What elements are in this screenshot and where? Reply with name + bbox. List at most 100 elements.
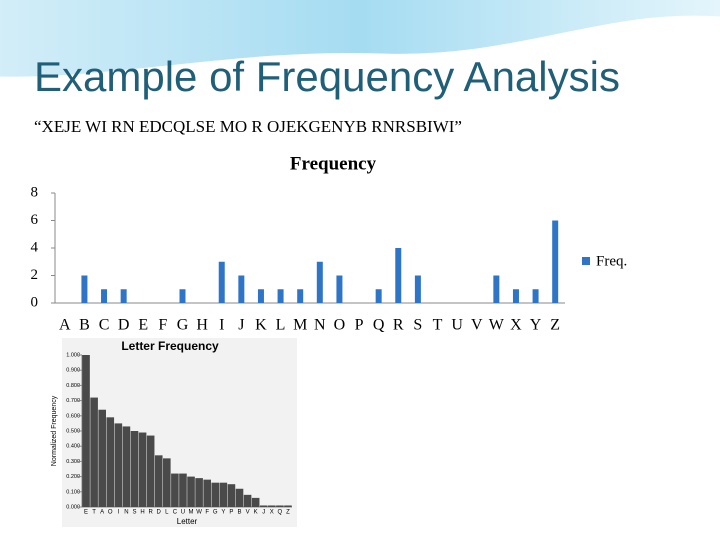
bar xyxy=(257,289,264,303)
bar xyxy=(114,423,123,507)
bar xyxy=(259,505,268,507)
bar xyxy=(276,505,284,507)
slide-text: “XEJE WI RN EDCQLSE MO R OJEKGENYB RNRSB… xyxy=(34,117,462,136)
y-tick-label: 0.800 xyxy=(66,383,80,389)
bar xyxy=(120,289,127,303)
x-tick-label: M xyxy=(293,317,307,334)
x-tick-label: V xyxy=(471,317,483,334)
bar xyxy=(532,289,539,303)
x-tick-label: Z xyxy=(286,510,290,516)
chart-title: Frequency xyxy=(290,153,377,174)
x-tick-label: I xyxy=(219,317,224,334)
legend-swatch xyxy=(582,257,590,265)
bar xyxy=(171,473,179,507)
x-tick-label: O xyxy=(108,510,113,516)
x-tick-label: A xyxy=(100,510,104,516)
x-tick-label: J xyxy=(262,510,265,516)
x-tick-label: I xyxy=(118,510,120,516)
x-tick-label: Y xyxy=(221,510,225,516)
y-tick-label: 0.900 xyxy=(66,368,80,374)
x-tick-label: D xyxy=(118,317,130,334)
y-axis-title: Normalized Frequency xyxy=(51,395,58,466)
header-wave xyxy=(0,0,720,79)
bar xyxy=(154,455,163,507)
x-axis-title: Letter xyxy=(177,517,198,526)
bar xyxy=(195,478,203,507)
bar xyxy=(101,289,108,303)
bar xyxy=(414,275,421,303)
bar xyxy=(138,432,147,507)
bar xyxy=(268,505,276,507)
x-tick-label: P xyxy=(229,510,233,516)
x-tick-label: P xyxy=(355,317,364,334)
x-tick-label: L xyxy=(276,317,286,334)
x-tick-label: H xyxy=(140,510,144,516)
x-tick-label: V xyxy=(246,510,250,516)
y-tick-label: 0.000 xyxy=(66,504,80,510)
bar xyxy=(316,261,323,303)
bar xyxy=(395,248,402,303)
y-tick-label: 6 xyxy=(31,212,39,228)
x-tick-label: U xyxy=(181,510,185,516)
y-tick-label: 4 xyxy=(31,239,39,255)
bar xyxy=(203,479,211,507)
bar xyxy=(219,482,228,507)
bar xyxy=(235,488,244,507)
y-tick-label: 0.100 xyxy=(66,489,80,495)
x-tick-label: Q xyxy=(278,510,283,516)
bar xyxy=(375,289,382,303)
x-tick-label: X xyxy=(270,510,274,516)
bar xyxy=(238,275,245,303)
y-tick-label: 0.600 xyxy=(66,413,80,419)
x-tick-label: X xyxy=(510,317,522,334)
x-tick-label: U xyxy=(451,317,463,334)
x-tick-label: B xyxy=(237,510,241,516)
x-tick-label: Z xyxy=(550,317,560,334)
bar xyxy=(277,289,284,303)
x-tick-label: C xyxy=(173,510,178,516)
bar xyxy=(146,435,155,507)
x-tick-label: K xyxy=(254,510,258,516)
bar xyxy=(218,261,225,303)
x-tick-label: R xyxy=(148,510,153,516)
bar xyxy=(106,417,115,507)
bar xyxy=(227,484,236,507)
x-tick-label: A xyxy=(59,317,71,334)
bar xyxy=(179,473,187,507)
x-tick-label: M xyxy=(189,510,194,516)
bar xyxy=(179,289,186,303)
y-tick-label: 1.000 xyxy=(66,352,80,358)
x-tick-label: G xyxy=(213,510,218,516)
y-tick-label: 0.500 xyxy=(66,428,80,434)
x-tick-label: S xyxy=(132,510,136,516)
x-tick-label: G xyxy=(177,317,189,334)
y-tick-label: 8 xyxy=(31,184,39,200)
x-tick-label: O xyxy=(334,317,346,334)
bar xyxy=(336,275,343,303)
x-tick-label: F xyxy=(158,317,167,334)
bar xyxy=(251,497,260,507)
x-tick-label: K xyxy=(255,317,267,334)
bar xyxy=(122,426,131,507)
x-tick-label: W xyxy=(489,317,505,334)
legend-label: Freq. xyxy=(596,253,627,269)
x-tick-label: T xyxy=(433,317,443,334)
x-tick-label: H xyxy=(196,317,208,334)
y-tick-label: 0.200 xyxy=(66,474,80,480)
bar xyxy=(187,476,195,507)
bar xyxy=(82,355,90,507)
chart-title: Letter Frequency xyxy=(121,339,219,353)
y-tick-label: 2 xyxy=(31,267,39,283)
y-tick-label: 0.700 xyxy=(66,398,80,404)
x-tick-label: T xyxy=(92,510,96,516)
bar xyxy=(163,458,171,507)
bar xyxy=(552,220,559,303)
x-tick-label: Y xyxy=(530,317,542,334)
x-tick-label: E xyxy=(84,510,88,516)
bar xyxy=(90,397,98,507)
x-tick-label: Q xyxy=(373,317,385,334)
x-tick-label: R xyxy=(393,317,404,334)
x-tick-label: L xyxy=(165,510,169,516)
